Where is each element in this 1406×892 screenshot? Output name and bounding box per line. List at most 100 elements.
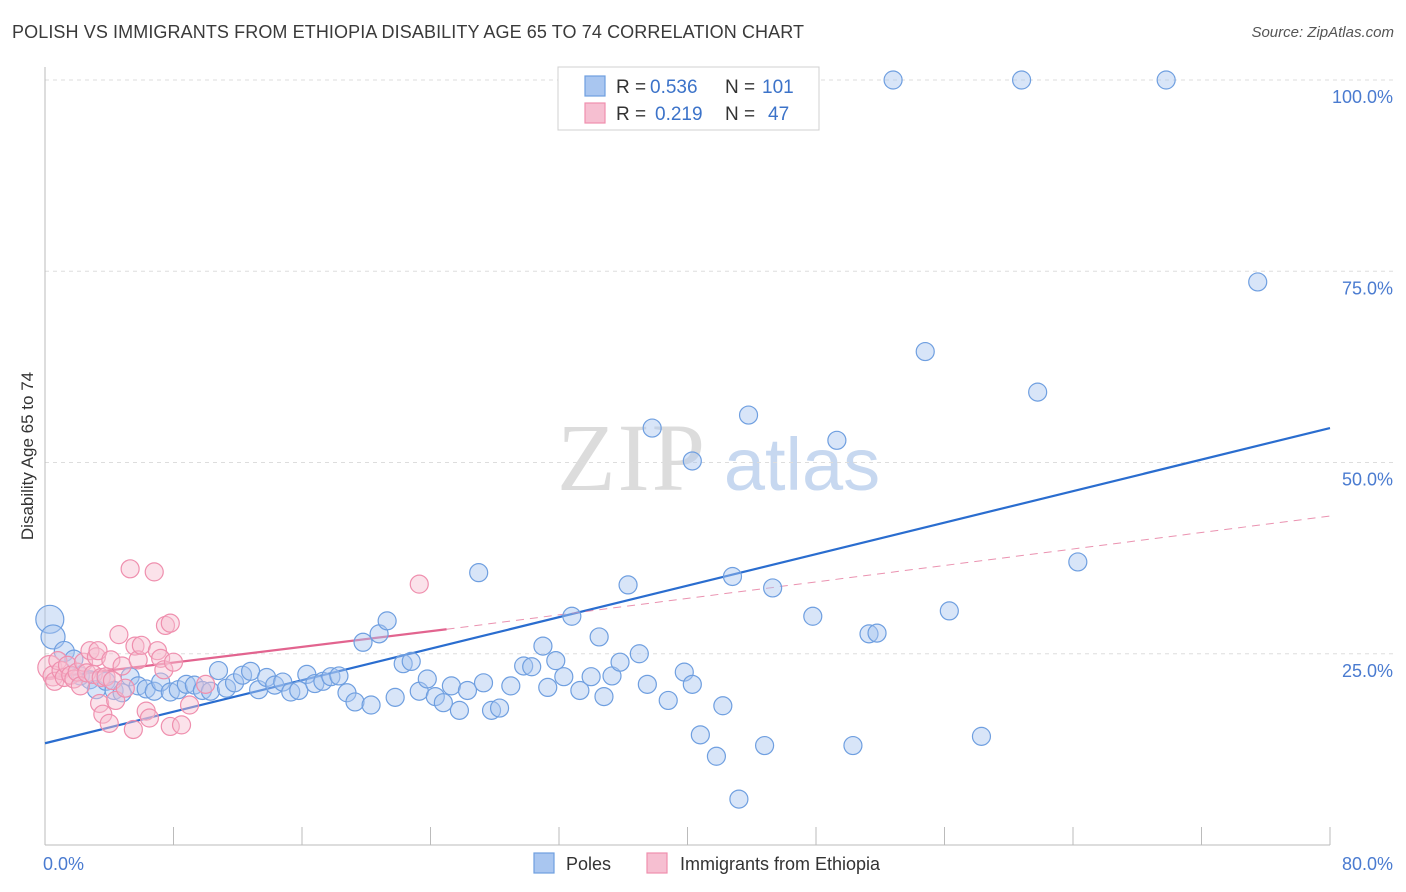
ethiopia-point xyxy=(90,693,110,714)
stats-n-label-ethiopia: N = xyxy=(725,104,755,125)
poles-point xyxy=(353,632,373,652)
poles-point xyxy=(457,680,478,701)
poles-point xyxy=(385,687,405,707)
ethiopia-point xyxy=(120,559,140,579)
stats-swatch-ethiopia xyxy=(584,102,606,124)
poles-point xyxy=(637,674,657,694)
poles-point xyxy=(481,700,502,720)
poles-point xyxy=(682,674,702,694)
poles-point xyxy=(562,606,582,626)
poles-point xyxy=(713,696,733,716)
ethiopia-point xyxy=(160,613,180,633)
stats-r-label-poles: R = xyxy=(616,77,646,98)
poles-point xyxy=(441,676,461,696)
poles-point xyxy=(738,405,759,425)
poles-point xyxy=(514,656,534,676)
poles-point xyxy=(610,652,630,672)
poles-point xyxy=(546,651,566,671)
poles-point xyxy=(241,661,261,681)
bottom-legend: Poles Immigrants from Ethiopia xyxy=(533,852,881,874)
trend-line xyxy=(44,427,1331,745)
ethiopia-point xyxy=(77,663,97,683)
ethiopia-point xyxy=(151,648,171,668)
poles-point xyxy=(754,735,775,756)
poles-point xyxy=(522,657,542,677)
stats-n-value-ethiopia: 47 xyxy=(768,104,789,125)
y-axis-label: Disability Age 65 to 74 xyxy=(18,372,37,540)
poles-point xyxy=(200,681,221,701)
legend-label-ethiopia: Immigrants from Ethiopia xyxy=(680,854,881,874)
stats-n-value-poles: 101 xyxy=(762,77,794,98)
poles-point xyxy=(1011,70,1032,90)
poles-point xyxy=(618,575,638,595)
poles-point xyxy=(843,735,863,756)
poles-point xyxy=(289,680,309,701)
y-tick-label: 50.0% xyxy=(1342,470,1393,490)
poles-point xyxy=(1028,382,1048,402)
stats-swatch-poles xyxy=(584,75,606,97)
watermark-atlas: atlas xyxy=(724,423,880,506)
x-tick-label: 0.0% xyxy=(43,854,84,874)
poles-point xyxy=(722,566,743,587)
poles-point xyxy=(160,682,180,702)
chart-title: POLISH VS IMMIGRANTS FROM ETHIOPIA DISAB… xyxy=(12,22,805,42)
ethiopia-point xyxy=(163,652,184,672)
poles-point xyxy=(393,654,413,674)
poles-point xyxy=(729,789,749,809)
ethiopia-point xyxy=(171,715,192,735)
poles-point xyxy=(554,667,574,687)
poles-point xyxy=(867,623,887,643)
poles-point xyxy=(658,690,678,711)
poles-point xyxy=(533,636,553,656)
poles-point xyxy=(803,606,823,626)
poles-point xyxy=(629,644,649,664)
stats-legend: R = 0.536 N = 101 R = 0.219 N = 47 xyxy=(557,66,820,131)
poles-point xyxy=(581,667,601,687)
poles-point xyxy=(1156,70,1176,90)
ethiopia-point xyxy=(99,713,119,733)
poles-point xyxy=(538,677,558,698)
stats-r-value-poles: 0.536 xyxy=(650,77,698,98)
poles-point xyxy=(690,725,710,745)
poles-point xyxy=(35,604,65,634)
poles-point xyxy=(682,451,702,471)
ethiopia-point xyxy=(409,574,429,594)
chart-source: Source: ZipAtlas.com xyxy=(1251,24,1394,41)
poles-point xyxy=(763,578,783,598)
poles-point xyxy=(224,673,245,693)
ethiopia-point xyxy=(196,674,216,694)
poles-point xyxy=(417,669,437,689)
y-tick-label: 25.0% xyxy=(1342,661,1393,681)
stats-r-value-ethiopia: 0.219 xyxy=(655,104,703,125)
legend-swatch-ethiopia xyxy=(646,852,668,874)
poles-point xyxy=(401,651,421,672)
poles-point xyxy=(433,693,453,713)
poles-point xyxy=(449,700,470,720)
x-tick-label: 80.0% xyxy=(1342,854,1393,874)
stats-r-label-ethiopia: R = xyxy=(616,104,646,125)
legend-label-poles: Poles xyxy=(566,854,611,874)
ethiopia-point xyxy=(144,562,164,582)
poles-point xyxy=(642,418,662,438)
legend-swatch-poles xyxy=(533,852,555,874)
y-tick-label: 100.0% xyxy=(1332,87,1393,107)
poles-point xyxy=(208,660,229,681)
ethiopia-point xyxy=(154,660,174,680)
poles-point xyxy=(361,695,381,715)
ethiopia-point xyxy=(179,695,200,715)
poles-point xyxy=(827,430,847,450)
poles-point xyxy=(345,692,365,712)
poles-point xyxy=(971,726,992,746)
poles-point xyxy=(151,672,171,692)
poles-point xyxy=(859,624,879,644)
poles-point xyxy=(469,563,489,583)
ethiopia-point xyxy=(128,650,148,670)
poles-point xyxy=(489,698,510,718)
poles-point xyxy=(939,601,959,621)
ethiopia-point xyxy=(131,635,151,655)
poles-point xyxy=(1068,552,1088,572)
poles-point xyxy=(281,682,301,702)
poles-point xyxy=(273,672,293,692)
ethiopia-point xyxy=(123,719,143,740)
poles-point xyxy=(321,667,341,687)
